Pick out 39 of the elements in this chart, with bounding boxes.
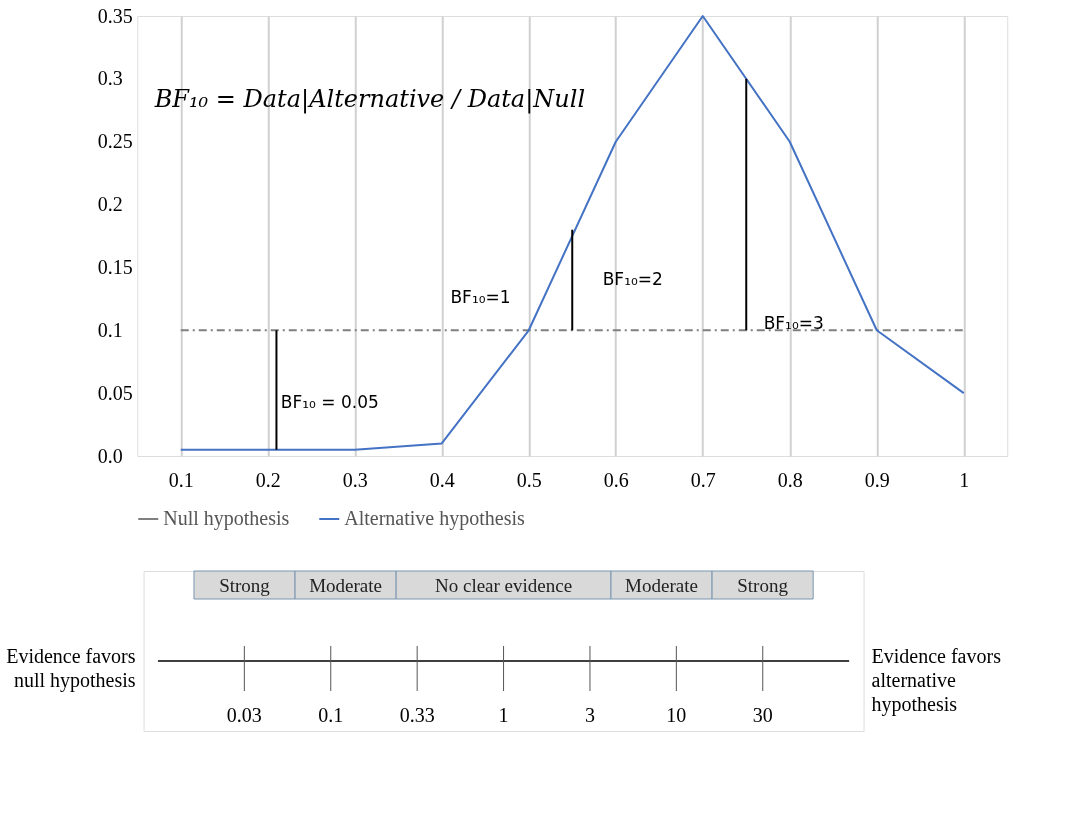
text: 10	[666, 704, 687, 726]
text: 0.33	[399, 704, 435, 726]
annotation: BF₁₀ = 0.05	[280, 392, 379, 413]
category-label: Strong	[737, 575, 789, 596]
y-tick-label: 0.1	[97, 318, 123, 341]
text: Evidence favors null hypothesis	[6, 645, 136, 692]
text: Evidence favors alternative hypothesis	[871, 645, 1002, 716]
text: 3	[584, 704, 595, 726]
x-tick-label: 0.3	[342, 468, 368, 491]
annotation: BF₁₀=1	[450, 286, 511, 307]
annotation: BF₁₀ = Data|Alternative / Data|Null	[153, 84, 586, 114]
x-tick-label: 0.1	[168, 468, 194, 491]
annotation: BF₁₀=3	[763, 313, 824, 333]
y-tick-label: 0.35	[97, 4, 133, 27]
y-tick-label: 0.3	[97, 67, 123, 90]
x-tick-label: 1	[959, 468, 970, 491]
x-tick-label: 0.5	[516, 468, 542, 491]
annotation: BF₁₀=2	[602, 269, 663, 289]
text: 0.1	[318, 704, 344, 726]
y-tick-label: 0.05	[97, 381, 133, 404]
legend-label: Null hypothesis	[163, 507, 290, 530]
category-label: No clear evidence	[434, 575, 573, 596]
y-tick-label: 0.0	[97, 444, 123, 467]
y-tick-label: 0.2	[97, 193, 123, 216]
y-tick-label: 0.15	[97, 255, 133, 278]
text: 30	[752, 704, 773, 726]
y-tick-label: 0.25	[97, 130, 133, 153]
x-tick-label: 0.6	[603, 468, 629, 491]
category-label: Moderate	[625, 575, 698, 596]
x-tick-label: 0.9	[864, 468, 890, 491]
x-tick-label: 0.4	[429, 468, 455, 491]
category-label: Strong	[219, 575, 271, 596]
category-label: Moderate	[309, 575, 382, 596]
x-tick-label: 0.2	[255, 468, 281, 491]
legend-label: Alternative hypothesis	[344, 507, 525, 530]
text: 0.03	[226, 704, 262, 726]
text: 1	[498, 704, 509, 726]
x-tick-label: 0.8	[777, 468, 803, 491]
x-tick-label: 0.7	[690, 468, 716, 491]
